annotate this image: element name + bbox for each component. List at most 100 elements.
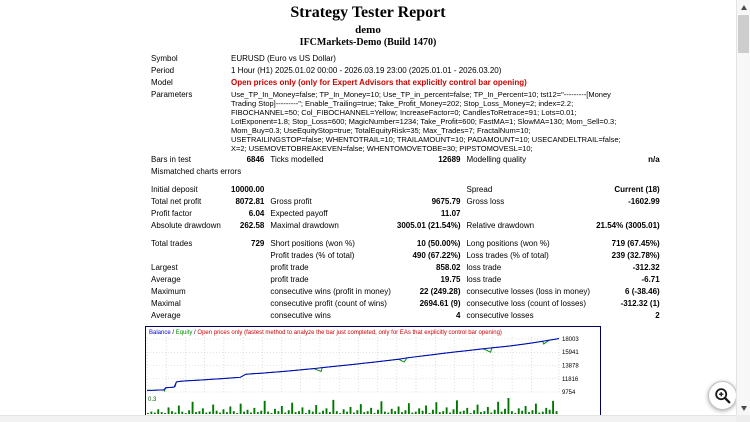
stat-value — [228, 274, 267, 286]
lot-size-bar — [188, 410, 191, 414]
vertical-scrollbar[interactable] — [736, 0, 750, 415]
lot-size-bar — [394, 411, 397, 414]
lot-size-bar — [555, 411, 558, 414]
lot-size-bar — [359, 404, 362, 414]
stat-value: 8072.81 — [235, 197, 265, 206]
lot-size-bar — [500, 411, 503, 414]
symbol-value: EURUSD (Euro vs US Dollar) — [231, 54, 336, 63]
lot-size-bar — [164, 413, 167, 414]
lot-size-bar — [541, 411, 544, 414]
lot-size-bar — [524, 406, 527, 414]
chevron-up-icon — [741, 4, 747, 10]
model-value: Open prices only (only for Expert Adviso… — [231, 78, 527, 87]
zoom-in-icon — [714, 387, 730, 403]
stat-value: 2 — [655, 311, 660, 320]
lot-size-bar — [284, 412, 287, 414]
lot-size-bar — [473, 410, 476, 414]
lot-size-bar — [383, 411, 386, 414]
stat-label: Total trades — [151, 239, 193, 248]
stat-label: Largest — [151, 263, 178, 272]
parameters-label: Parameters — [151, 90, 193, 99]
lot-size-bar — [377, 409, 379, 414]
y-tick-label: 11816 — [562, 377, 579, 383]
lot-size-bar — [528, 412, 530, 414]
lot-size-bar — [353, 412, 355, 414]
stat-label: consecutive loss (count of losses) — [466, 299, 587, 308]
lot-size-bar — [256, 412, 259, 414]
table-row: Symbol EURUSD (Euro vs US Dollar) — [148, 53, 663, 65]
lot-size-bar — [476, 404, 479, 414]
stat-value — [593, 166, 663, 178]
lot-size-bar — [469, 413, 472, 414]
lot-size-bar — [421, 410, 424, 414]
stat-value: 4 — [456, 311, 461, 320]
report-page: Strategy Tester Report demo IFCMarkets-D… — [0, 0, 736, 415]
lot-size-bar — [380, 401, 383, 414]
lot-size-bar — [480, 412, 482, 414]
lot-size-bar — [315, 405, 318, 414]
lot-size-bar — [521, 410, 524, 414]
lot-size-bar — [462, 410, 465, 414]
lot-size-bar — [332, 399, 335, 414]
parameters-value: Use_TP_In_Money=false; TP_In_Money=10; U… — [231, 90, 621, 153]
stat-label: Mismatched charts errors — [151, 167, 242, 176]
lot-size-bar — [250, 412, 252, 414]
scroll-up-button[interactable] — [737, 0, 750, 14]
lot-size-bar — [325, 408, 328, 414]
lot-size-bar — [236, 413, 239, 414]
lot-size-bar — [260, 410, 263, 414]
lot-size-bar — [177, 405, 180, 414]
balance-line — [146, 338, 560, 391]
stat-label: Absolute drawdown — [151, 221, 221, 230]
lot-size-bar — [411, 412, 414, 414]
stat-value: 490 (67.22%) — [412, 251, 461, 260]
lot-size-bar — [274, 408, 276, 414]
lot-size-bar — [387, 412, 390, 414]
period-value: 1 Hour (H1) 2025.01.02 00:00 - 2026.03.1… — [231, 66, 502, 75]
stat-value — [228, 262, 267, 274]
lot-size-bar — [497, 401, 500, 414]
lot-size-bar — [486, 406, 489, 414]
lot-size-bar — [246, 409, 249, 414]
period-label: Period — [151, 66, 175, 75]
lot-size-bar — [291, 402, 294, 414]
y-tick-label: 18003 — [562, 337, 579, 343]
lot-size-bar — [445, 407, 448, 414]
scrollbar-corner — [736, 415, 750, 422]
scroll-down-button[interactable] — [737, 401, 750, 415]
stat-value: -1602.99 — [628, 197, 660, 206]
stat-label: consecutive wins — [270, 311, 331, 320]
stat-label: profit trade — [270, 275, 309, 284]
table-row: Profit factor 6.04 Expected payoff 11.07 — [148, 208, 663, 220]
lot-size-bar — [552, 400, 555, 414]
scrollbar-thumb[interactable] — [738, 15, 749, 53]
broker-build: IFCMarkets-Demo (Build 1470) — [299, 37, 437, 48]
stat-label: Spread — [466, 185, 493, 194]
stat-label: Profit factor — [151, 209, 192, 218]
stat-value: 11.07 — [440, 209, 461, 218]
lot-size-bar — [407, 403, 410, 414]
lot-size-bar — [545, 407, 548, 414]
stat-label: Average — [151, 311, 181, 320]
table-row: Model Open prices only (only for Expert … — [148, 77, 663, 89]
lot-size-bar — [531, 410, 534, 414]
stat-value: 10 (50.00%) — [416, 239, 461, 248]
stat-label — [148, 250, 228, 262]
lot-size-bar — [157, 409, 160, 414]
table-row: Period 1 Hour (H1) 2025.01.02 00:00 - 20… — [148, 65, 663, 77]
stat-label: Expected payoff — [270, 209, 328, 218]
stat-value: -6.71 — [641, 275, 660, 284]
lot-size-bar — [174, 412, 177, 414]
stat-label: consecutive losses (loss in money) — [466, 287, 591, 296]
lot-size-bar — [397, 406, 400, 414]
lot-size-bar — [418, 408, 421, 414]
lot-size-bar — [466, 407, 469, 414]
horizontal-scrollbar[interactable] — [0, 415, 736, 422]
stat-value: n/a — [648, 155, 660, 164]
table-row: Initial deposit 10000.00 Spread Current (18… — [148, 184, 663, 196]
zoom-button[interactable] — [708, 381, 737, 410]
lot-size-bar — [425, 405, 427, 414]
report-header: Strategy Tester Report demo IFCMarkets-D… — [0, 0, 736, 48]
lot-size-bar — [147, 413, 149, 414]
lot-size-bar — [370, 407, 373, 414]
